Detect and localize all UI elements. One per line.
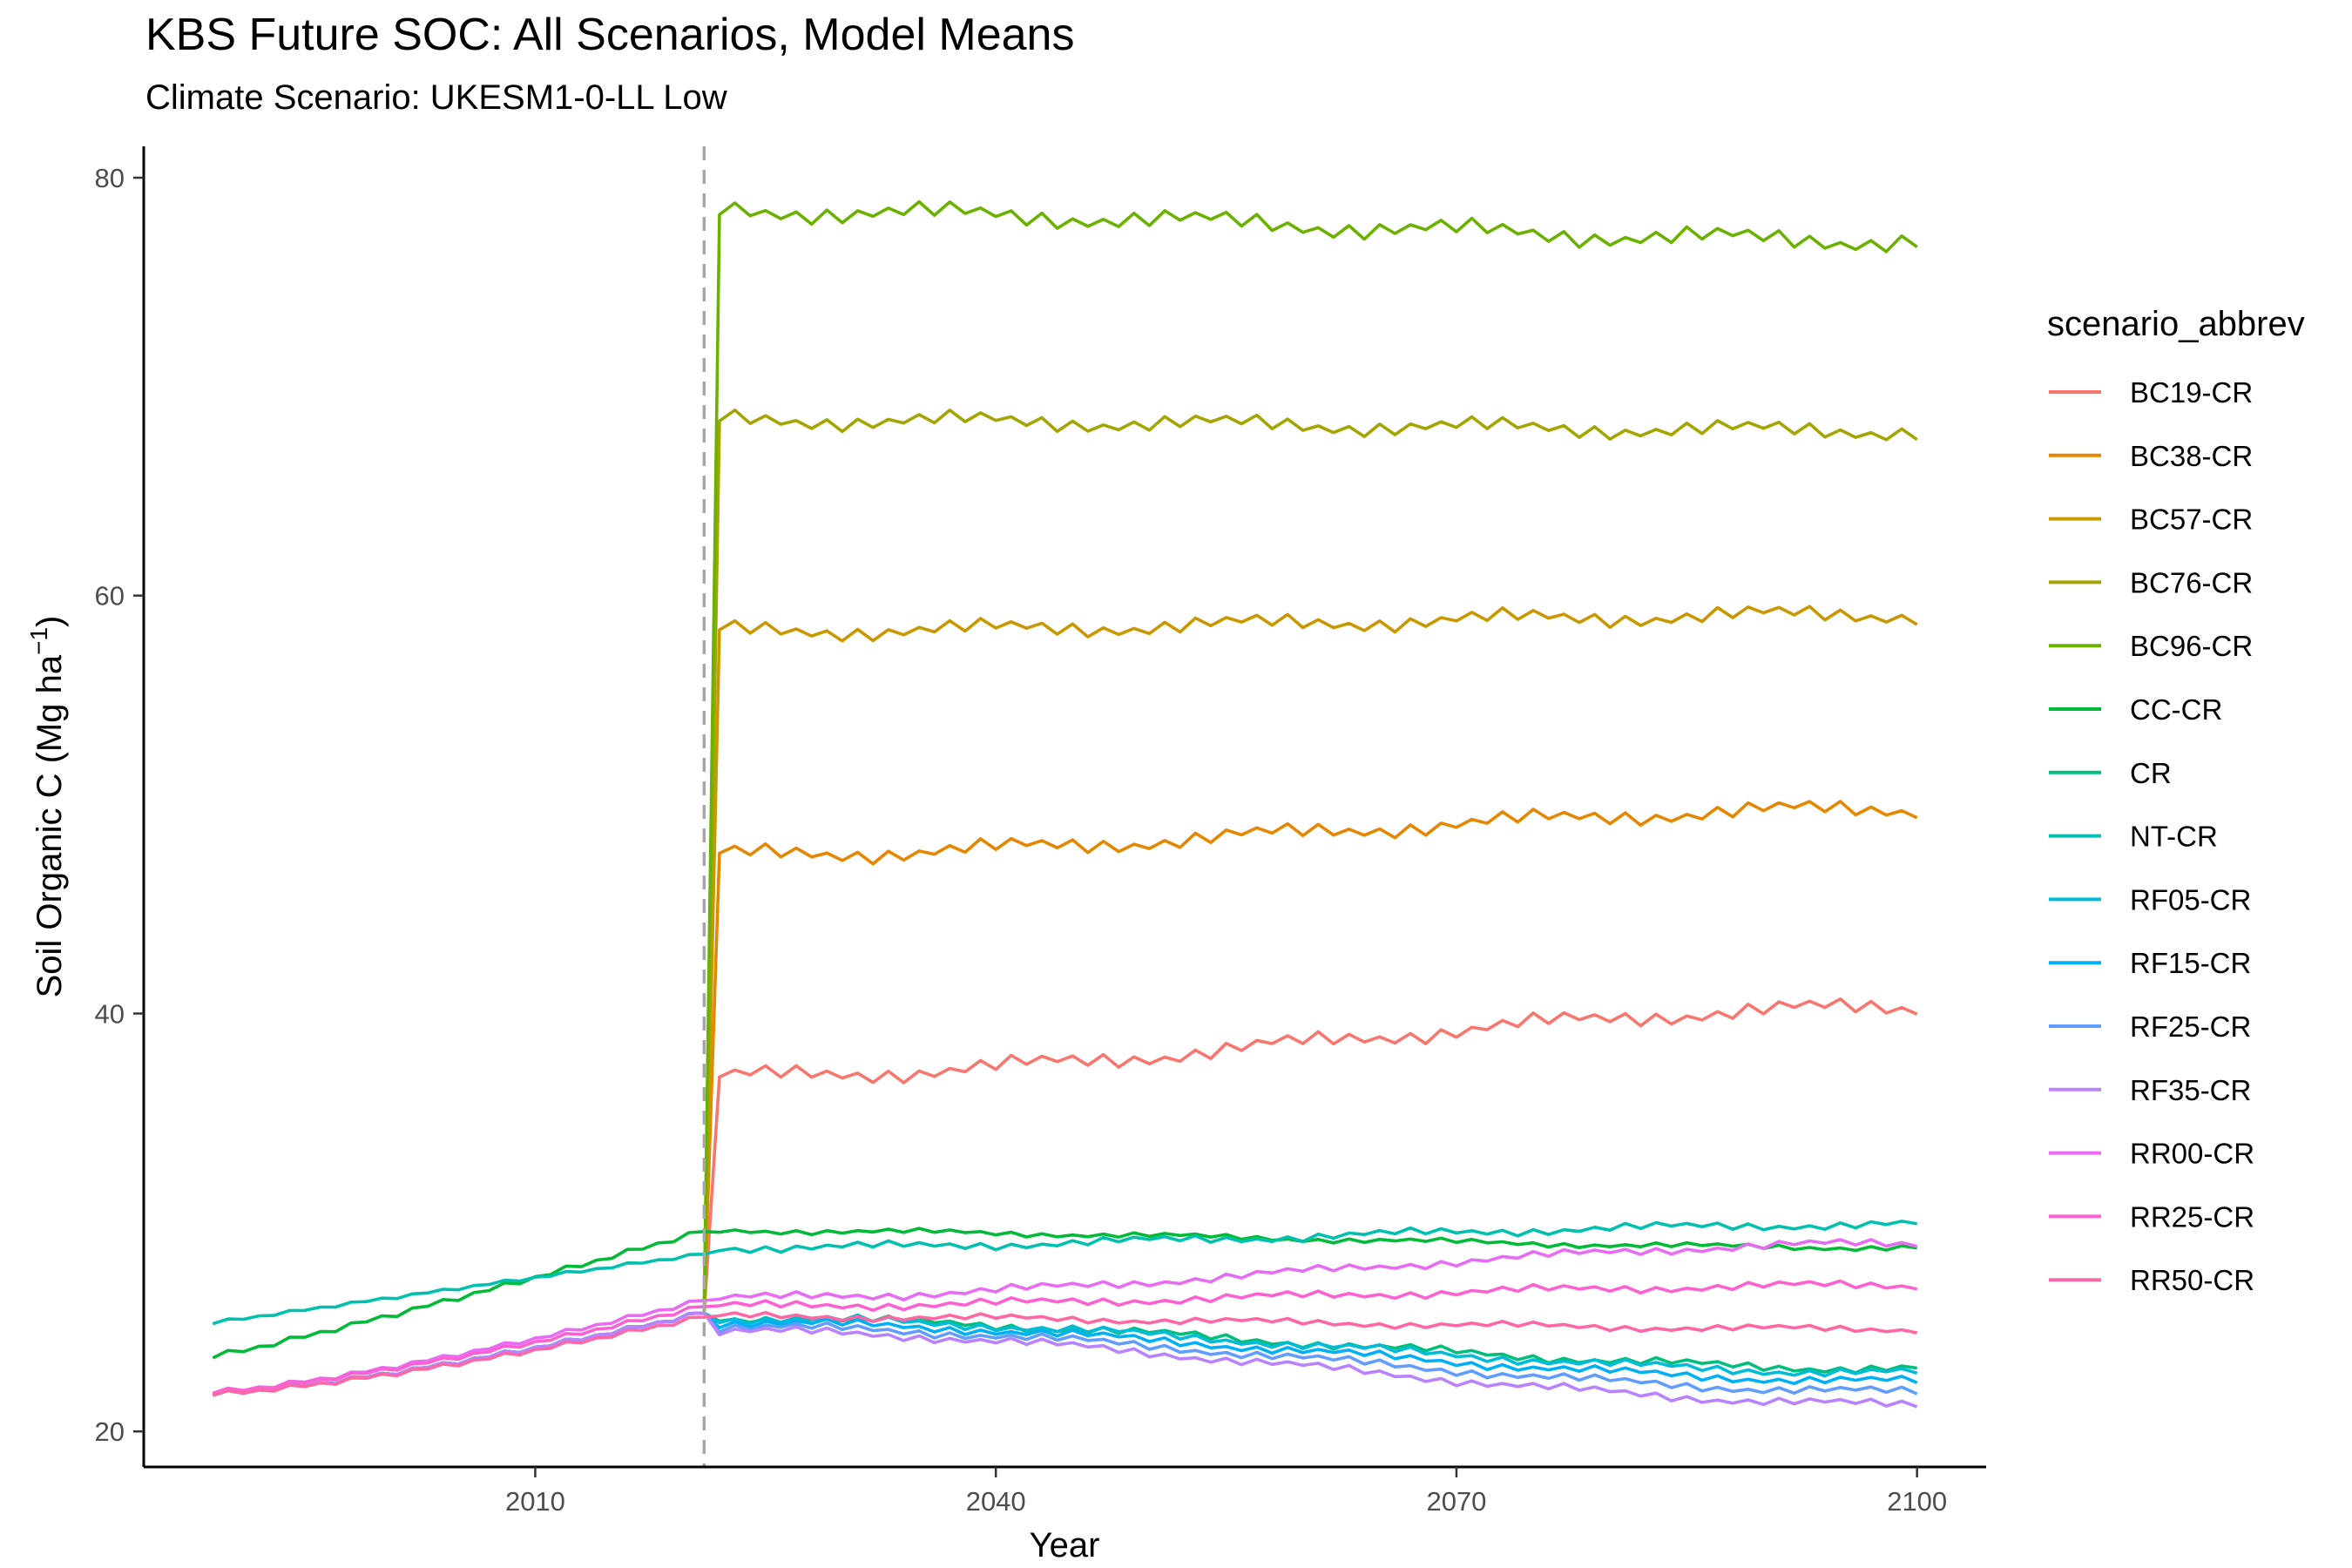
legend-label: RR50-CR: [2130, 1264, 2254, 1296]
legend-label: BC96-CR: [2130, 630, 2253, 662]
x-axis-ticks: 2010 2040 2070 2100: [505, 1467, 1947, 1517]
x-tick-label: 2070: [1426, 1486, 1486, 1517]
x-tick-label: 2010: [505, 1486, 565, 1517]
x-axis-title: Year: [1030, 1526, 1100, 1565]
legend-label: RR00-CR: [2130, 1138, 2254, 1170]
legend-label: RR25-CR: [2130, 1200, 2254, 1233]
chart-subtitle: Climate Scenario: UKESM1-0-LL Low: [145, 78, 727, 117]
series-lines: [212, 199, 1918, 1409]
series-line-bc96-cr: [212, 199, 1918, 1397]
legend-label: NT-CR: [2130, 821, 2218, 853]
x-tick-label: 2040: [966, 1486, 1026, 1517]
y-tick-label: 20: [95, 1416, 125, 1447]
series-line-cc-cr: [212, 1227, 1917, 1360]
legend-label: RF15-CR: [2130, 947, 2251, 979]
legend-label: CR: [2130, 757, 2172, 789]
y-axis-title: Soil Organic C (Mg ha−1): [25, 616, 69, 998]
series-line-rr25-cr: [212, 1279, 1918, 1396]
series-line-bc19-cr: [212, 997, 1918, 1397]
y-axis-ticks: 20 40 60 80: [95, 163, 144, 1447]
y-tick-label: 40: [95, 998, 125, 1029]
y-tick-label: 80: [95, 163, 125, 193]
legend-label: CC-CR: [2130, 693, 2222, 726]
series-line-bc38-cr: [212, 800, 1918, 1397]
legend-label: BC19-CR: [2130, 376, 2253, 409]
legend-label: BC76-CR: [2130, 566, 2253, 598]
chart-title: KBS Future SOC: All Scenarios, Model Mea…: [145, 10, 1075, 60]
legend-label: BC57-CR: [2130, 504, 2253, 536]
series-line-nt-cr: [212, 1220, 1918, 1326]
series-line-rr00-cr: [212, 1238, 1918, 1396]
x-tick-label: 2100: [1887, 1486, 1947, 1517]
legend-label: RF25-CR: [2130, 1010, 2251, 1043]
axes: [142, 146, 1986, 1469]
series-line-rr50-cr: [212, 1310, 1918, 1397]
legend-label: RF05-CR: [2130, 883, 2251, 916]
series-line-bc76-cr: [212, 409, 1918, 1397]
y-tick-label: 60: [95, 581, 125, 612]
series-line-bc57-cr: [212, 605, 1918, 1397]
legend-label: RF35-CR: [2130, 1074, 2251, 1106]
legend: scenario_abbrev BC19-CR BC38-CR BC57-CR BC7…: [2047, 305, 2305, 1296]
series-line-rf35-cr: [212, 1311, 1918, 1409]
legend-label: BC38-CR: [2130, 440, 2253, 472]
legend-title: scenario_abbrev: [2047, 305, 2305, 343]
